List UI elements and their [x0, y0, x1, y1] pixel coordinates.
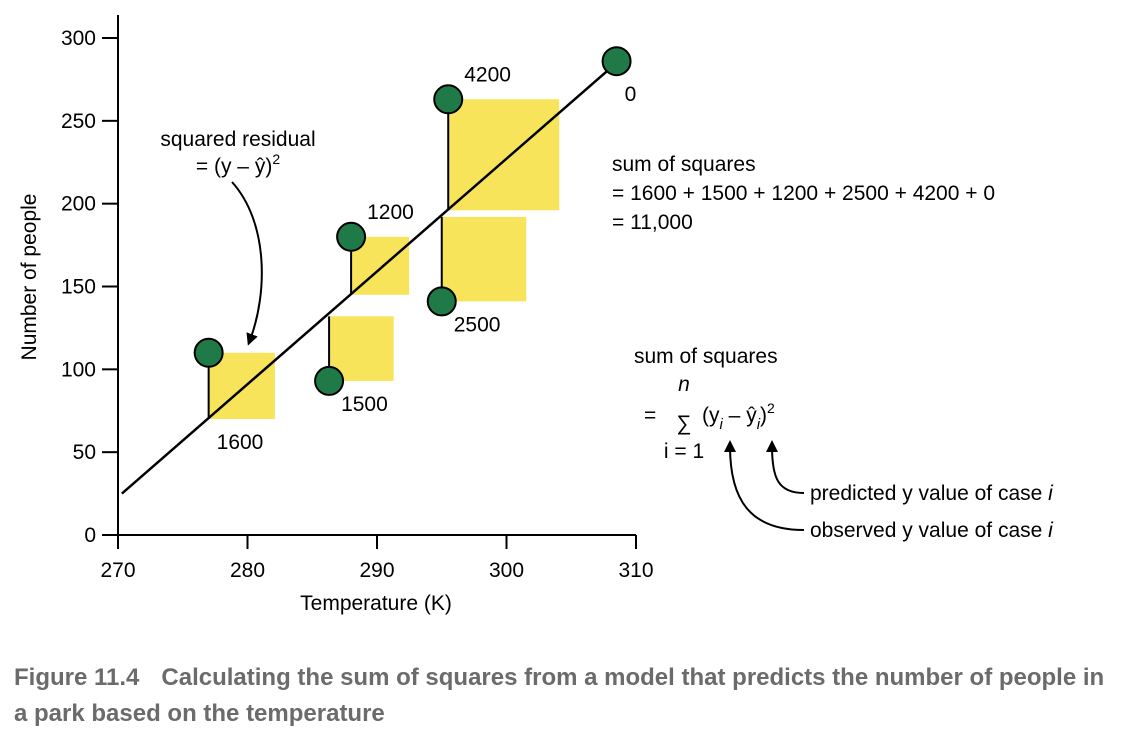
y-tick-label: 250 — [61, 110, 96, 133]
residual-value-label: 1500 — [341, 393, 388, 416]
data-point — [336, 221, 367, 252]
y-axis-label: Number of people — [18, 194, 41, 361]
squared-residual-label: squared residual — [160, 128, 315, 151]
residual-value-label: 0 — [625, 83, 637, 106]
data-point — [426, 286, 457, 317]
squared-residual-arrow — [231, 181, 263, 346]
svg-text:∑: ∑ — [677, 412, 692, 435]
y-tick-label: 150 — [61, 276, 96, 299]
data-point — [314, 365, 345, 396]
svg-text:= 11,000: = 11,000 — [612, 211, 693, 234]
data-point — [193, 337, 224, 368]
x-tick-label: 280 — [230, 559, 265, 582]
x-tick-label: 290 — [359, 559, 394, 582]
x-tick-label: 270 — [100, 559, 135, 582]
residual-chart: 1600 1500 1200 2500 4200 0 0 50 100 150 200 250 300… — [18, 15, 1054, 615]
y-tick-label: 300 — [61, 27, 96, 50]
regression-line — [121, 61, 618, 495]
residual-square — [441, 216, 527, 302]
residual-value-label: 2500 — [454, 313, 501, 336]
residual-value-label: 4200 — [464, 63, 511, 86]
sum-of-squares-formula: sum of squares n = ∑ (yi – ŷi)2 i = 1 — [634, 345, 778, 463]
x-tick-label: 310 — [618, 559, 653, 582]
x-axis-label: Temperature (K) — [300, 592, 452, 615]
y-tick-label: 0 — [84, 524, 96, 547]
data-point — [601, 46, 632, 77]
svg-text:i = 1: i = 1 — [664, 440, 704, 463]
y-tick-label: 200 — [61, 193, 96, 216]
y-tick-label: 50 — [73, 441, 96, 464]
svg-text:sum of squares: sum of squares — [612, 153, 756, 176]
svg-text:(yi – ŷi)2: (yi – ŷi)2 — [702, 400, 775, 433]
svg-text:n: n — [678, 373, 690, 396]
observed-note: observed y value of case i — [810, 519, 1054, 542]
data-point — [433, 84, 464, 115]
y-ticks: 0 50 100 150 200 250 300 — [61, 27, 118, 547]
data-points — [193, 46, 632, 396]
y-tick-label: 100 — [61, 358, 96, 381]
svg-text:sum of squares: sum of squares — [634, 345, 778, 368]
sum-of-squares-total: sum of squares = 1600 + 1500 + 1200 + 25… — [612, 153, 995, 234]
figure-number: Figure 11.4 — [14, 664, 140, 691]
residual-value-label: 1200 — [367, 201, 414, 224]
squared-residual-formula: = (y – ŷ)2 — [196, 151, 280, 178]
residual-labels: 1600 1500 1200 2500 4200 0 — [217, 63, 637, 454]
x-tick-label: 300 — [489, 559, 524, 582]
axes: 0 50 100 150 200 250 300 270 280 290 300 310 — [61, 15, 654, 582]
x-ticks: 270 280 290 300 310 — [100, 535, 654, 582]
residual-value-label: 1600 — [217, 431, 264, 454]
figure-caption: Figure 11.4 Calculating the sum of square… — [14, 660, 1114, 732]
predicted-arrow — [766, 440, 805, 494]
figure-caption-text: Calculating the sum of squares from a mo… — [14, 664, 1105, 727]
observed-arrow — [724, 440, 805, 531]
predicted-note: predicted y value of case i — [810, 482, 1054, 505]
svg-text:= 1600 + 1500 + 1200 + 2500 +: = 1600 + 1500 + 1200 + 2500 + 4200 + 0 — [612, 182, 995, 205]
residual-square — [329, 316, 394, 381]
svg-text:=: = — [644, 404, 656, 427]
